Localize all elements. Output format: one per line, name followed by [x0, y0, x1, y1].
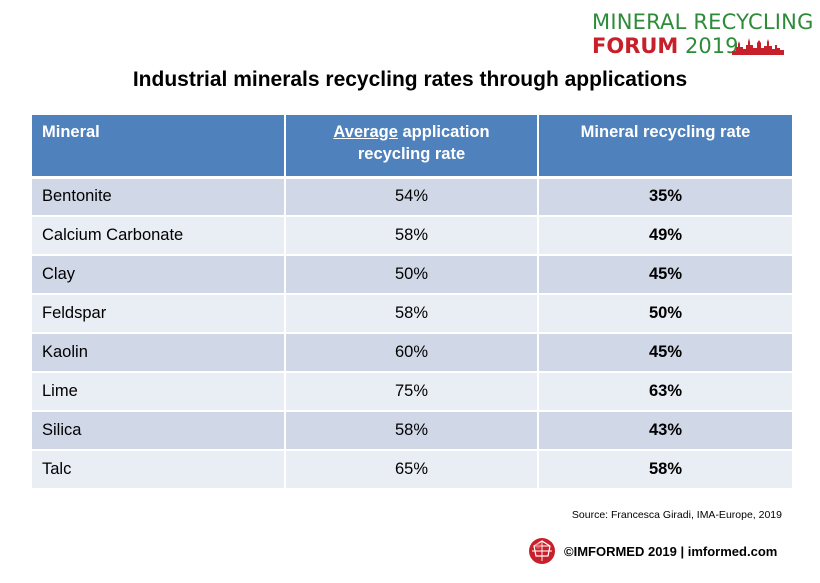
table-row: Calcium Carbonate 58% 49%: [32, 216, 792, 256]
recycling-rate-cell: 45%: [538, 333, 792, 373]
header-mineral-recycling-rate: Mineral recycling rate: [538, 115, 792, 179]
footer-copyright: ©IMFORMED 2019 | imformed.com: [564, 543, 778, 559]
header-average-application-recycling-rate: Average application recycling rate: [285, 115, 539, 179]
average-rate-cell: 75%: [285, 372, 539, 412]
table-body: Bentonite 54% 35% Calcium Carbonate 58% 49% Cl…: [32, 177, 792, 490]
mineral-cell: Lime: [32, 372, 286, 412]
table-row: Silica 58% 43%: [32, 411, 792, 451]
average-rate-cell: 58%: [285, 294, 539, 334]
table-row: Clay 50% 45%: [32, 255, 792, 295]
mineral-cell: Silica: [32, 411, 286, 451]
logo-line-2: FORUM 2019: [592, 34, 738, 58]
slide-title: Industrial minerals recycling rates thro…: [132, 68, 688, 91]
table-row: Kaolin 60% 45%: [32, 333, 792, 373]
recycling-rate-cell: 63%: [538, 372, 792, 412]
recycling-rate-cell: 58%: [538, 450, 792, 490]
imformed-red-sphere-icon: [529, 538, 555, 564]
recycling-rate-cell: 50%: [538, 294, 792, 334]
table-row: Talc 65% 58%: [32, 450, 792, 490]
mineral-cell: Clay: [32, 255, 286, 295]
mineral-cell: Talc: [32, 450, 286, 490]
footer: ©IMFORMED 2019 | imformed.com: [528, 536, 777, 566]
logo-line-1: MINERAL RECYCLING: [592, 10, 814, 34]
average-rate-cell: 60%: [285, 333, 539, 373]
table-row: Feldspar 58% 50%: [32, 294, 792, 334]
mineral-cell: Feldspar: [32, 294, 286, 334]
mineral-cell: Kaolin: [32, 333, 286, 373]
recycling-rate-cell: 35%: [538, 177, 792, 217]
header-mineral: Mineral: [32, 115, 286, 179]
city-skyline-icon: [732, 38, 784, 55]
recycling-rate-cell: 43%: [538, 411, 792, 451]
average-rate-cell: 54%: [285, 177, 539, 217]
mineral-cell: Bentonite: [32, 177, 286, 217]
mineral-recycling-forum-logo: MINERAL RECYCLING FORUM 2019: [582, 10, 813, 58]
logo-year: 2019: [685, 34, 739, 58]
average-rate-cell: 58%: [285, 216, 539, 256]
average-rate-cell: 50%: [285, 255, 539, 295]
source-note: Source: Francesca Giradi, IMA-Europe, 20…: [571, 509, 782, 521]
recycling-rates-table: Mineral Average application recycling ra…: [32, 115, 792, 490]
logo-forum-word: FORUM: [592, 34, 679, 58]
table-row: Lime 75% 63%: [32, 372, 792, 412]
mineral-cell: Calcium Carbonate: [32, 216, 286, 256]
table-row: Bentonite 54% 35%: [32, 177, 792, 217]
recycling-rate-cell: 45%: [538, 255, 792, 295]
average-rate-cell: 65%: [285, 450, 539, 490]
header-average-underlined: Average: [333, 123, 398, 141]
average-rate-cell: 58%: [285, 411, 539, 451]
table-header-row: Mineral Average application recycling ra…: [32, 115, 792, 179]
header-average-rest: application recycling rate: [357, 123, 490, 163]
recycling-rate-cell: 49%: [538, 216, 792, 256]
